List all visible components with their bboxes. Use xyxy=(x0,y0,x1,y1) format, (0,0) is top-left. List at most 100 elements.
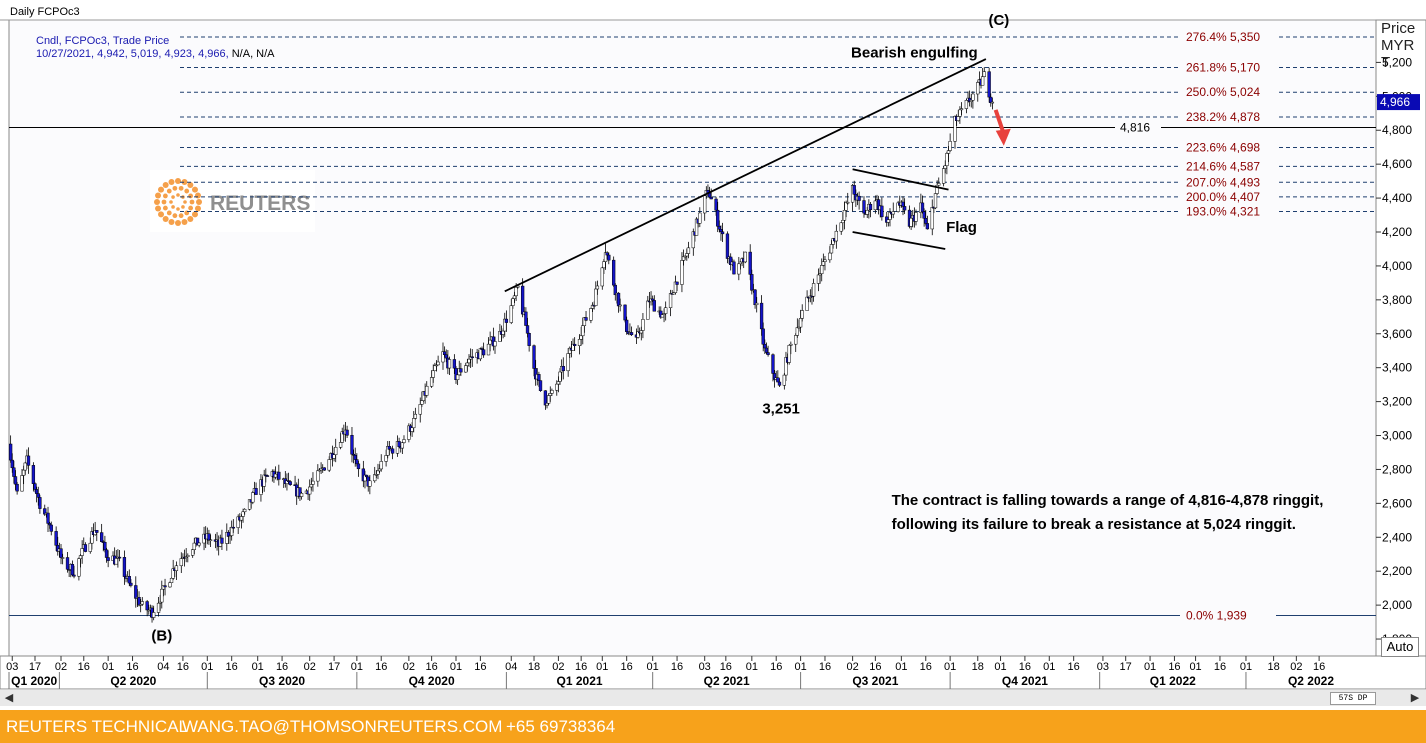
candle-down xyxy=(584,317,588,321)
candle-up xyxy=(464,365,468,373)
candle-up xyxy=(755,302,759,306)
y-tick-label: 3,800 xyxy=(1382,293,1412,307)
quarter-label: Q3 2021 xyxy=(852,674,898,688)
x-tick-label: 02 xyxy=(1290,661,1302,673)
candle-up xyxy=(376,470,380,475)
auto-scale-button[interactable]: Auto xyxy=(1381,637,1419,657)
time-axis-area xyxy=(0,655,1426,690)
x-tick-label: 01 xyxy=(647,661,659,673)
x-tick-label: 16 xyxy=(671,661,683,673)
candle-down xyxy=(10,459,14,469)
x-tick-label: 16 xyxy=(819,661,831,673)
candle-down xyxy=(288,481,292,485)
candle-up xyxy=(787,345,791,363)
candle-up xyxy=(377,468,382,472)
reuters-logo-dot xyxy=(166,210,172,216)
candle-up xyxy=(946,150,951,154)
footer-email[interactable]: WANG.TAO@THOMSONREUTERS.COM xyxy=(182,717,503,736)
candle-up xyxy=(230,526,234,536)
chart-annotation: The contract is falling towards a range … xyxy=(892,492,1324,509)
fib-label-bg xyxy=(1180,109,1276,125)
x-tick-label: 16 xyxy=(78,661,90,673)
x-tick-label: 02 xyxy=(55,661,67,673)
candle-up xyxy=(262,474,266,487)
price-header-line-2: MYR xyxy=(1381,37,1415,54)
reuters-logo-dot xyxy=(161,199,167,205)
x-tick-label: 18 xyxy=(972,661,984,673)
candle-down xyxy=(924,218,928,224)
candle-up xyxy=(186,555,190,557)
candle-up xyxy=(943,165,947,169)
x-tick-label: 18 xyxy=(528,661,540,673)
quarter-label: Q1 2021 xyxy=(557,674,603,688)
x-tick-label: 03 xyxy=(6,661,18,673)
x-tick-label: 16 xyxy=(1019,661,1031,673)
reuters-logo-dot xyxy=(172,185,178,191)
candle-up xyxy=(467,358,471,364)
x-tick-label: 01 xyxy=(1144,661,1156,673)
fib-level-label: 207.0% 4,493 xyxy=(1186,175,1260,189)
candle-down xyxy=(34,489,39,494)
candle-down xyxy=(13,476,18,485)
candle-up xyxy=(501,330,505,335)
scroll-right-icon[interactable]: ▶ xyxy=(1410,692,1420,704)
price-axis-header: Price MYR T xyxy=(1381,20,1415,71)
candle-down xyxy=(481,349,486,356)
y-tick-label: 3,200 xyxy=(1382,395,1412,409)
candle-down xyxy=(748,251,752,275)
candle-down xyxy=(716,209,720,227)
candle-down xyxy=(538,380,543,391)
x-tick-label: 16 xyxy=(226,661,238,673)
candle-up xyxy=(980,76,985,86)
candle-up xyxy=(179,558,183,567)
candle-down xyxy=(265,475,270,477)
chart-annotation: Bearish engulfing xyxy=(851,44,978,61)
reuters-logo-dot xyxy=(162,215,169,222)
reuters-logo-dot xyxy=(175,220,181,226)
chart-annotation: (C) xyxy=(988,12,1009,29)
candle-down xyxy=(525,325,530,334)
candle-up xyxy=(191,549,195,556)
candle-down xyxy=(605,252,609,256)
x-tick-label: 16 xyxy=(276,661,288,673)
candle-up xyxy=(413,413,418,419)
candle-up xyxy=(795,327,799,336)
candle-down xyxy=(31,465,36,484)
candle-down xyxy=(350,435,354,455)
x-tick-label: 16 xyxy=(177,661,189,673)
reuters-logo-dot xyxy=(196,199,202,205)
x-tick-label: 16 xyxy=(770,661,782,673)
window-title: Daily FCPOc3 xyxy=(10,6,80,18)
candle-down xyxy=(397,441,401,448)
x-tick-label: 16 xyxy=(1168,661,1180,673)
candle-down xyxy=(527,333,531,346)
candle-up xyxy=(698,212,702,224)
candle-up xyxy=(309,484,313,488)
candle-up xyxy=(841,220,845,224)
fib-label-bg xyxy=(1180,174,1276,190)
time-scrollbar[interactable]: ◀ 57S DP ▶ xyxy=(0,689,1426,706)
fib-label-bg xyxy=(1180,607,1276,623)
reuters-logo-dot xyxy=(181,218,188,225)
candle-up xyxy=(88,542,92,552)
chart-annotation: 3,251 xyxy=(762,400,800,417)
reuters-logo-dot xyxy=(162,193,168,199)
x-tick-label: 01 xyxy=(596,661,608,673)
candle-down xyxy=(129,582,133,586)
quarter-label: Q1 2022 xyxy=(1150,674,1196,688)
scroll-left-icon[interactable]: ◀ xyxy=(4,692,14,704)
fib-level-label: 223.6% 4,698 xyxy=(1186,141,1260,155)
price-axis-area xyxy=(1375,19,1426,657)
x-tick-label: 16 xyxy=(474,661,486,673)
candle-down xyxy=(12,467,16,477)
reuters-logo-dot xyxy=(183,200,187,204)
candle-up xyxy=(418,404,422,415)
fib-level-label: 214.6% 4,587 xyxy=(1186,159,1260,173)
candle-down xyxy=(616,292,621,307)
candle-up xyxy=(556,381,561,385)
chart-annotation: Flag xyxy=(946,219,977,236)
candle-down xyxy=(561,366,565,372)
candle-up xyxy=(558,371,562,382)
candle-down xyxy=(104,549,109,558)
candle-down xyxy=(8,443,13,461)
